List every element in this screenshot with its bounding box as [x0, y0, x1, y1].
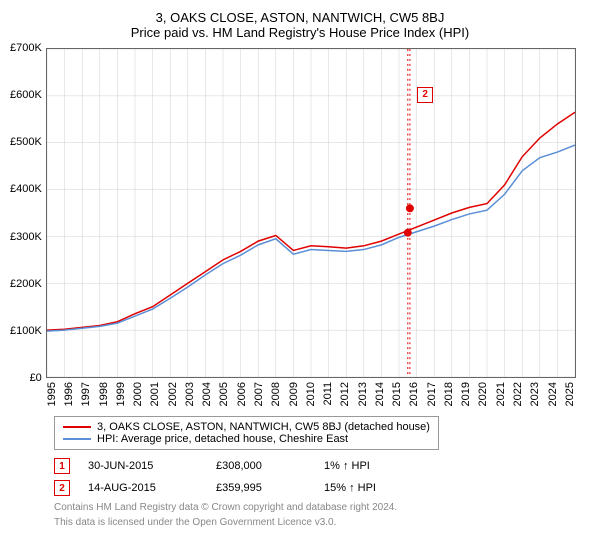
x-tick: 1998 [98, 382, 110, 406]
x-tick: 2012 [339, 382, 351, 406]
x-tick: 1997 [80, 382, 92, 406]
x-tick: 2022 [512, 382, 524, 406]
x-tick: 2018 [443, 382, 455, 406]
footer-line-1: Contains HM Land Registry data © Crown c… [54, 502, 590, 513]
x-tick: 2024 [547, 382, 559, 406]
legend-label: 3, OAKS CLOSE, ASTON, NANTWICH, CW5 8BJ … [97, 421, 430, 433]
x-tick: 1995 [46, 382, 58, 406]
chart-subtitle: Price paid vs. HM Land Registry's House … [10, 25, 590, 40]
sale-price: £308,000 [216, 460, 306, 472]
sales-table: 1 30-JUN-2015 £308,000 1% ↑ HPI 2 14-AUG-2015… [54, 458, 590, 496]
sale-row: 1 30-JUN-2015 £308,000 1% ↑ HPI [54, 458, 590, 474]
x-tick: 2023 [529, 382, 541, 406]
x-tick: 2001 [149, 382, 161, 406]
chart-area: £700K£600K£500K£400K£300K£200K£100K£0 2 … [10, 48, 590, 406]
x-tick: 2003 [184, 382, 196, 406]
sale-row: 2 14-AUG-2015 £359,995 15% ↑ HPI [54, 480, 590, 496]
x-tick: 2000 [132, 382, 144, 406]
x-tick: 2006 [236, 382, 248, 406]
footer-line-2: This data is licensed under the Open Gov… [54, 517, 590, 528]
x-tick: 2008 [270, 382, 282, 406]
x-tick: 2002 [167, 382, 179, 406]
sale-date: 14-AUG-2015 [88, 482, 198, 494]
sale-marker-icon: 1 [54, 458, 70, 474]
x-tick: 1999 [115, 382, 127, 406]
legend-swatch [63, 426, 91, 428]
x-tick: 2013 [357, 382, 369, 406]
sale-pct: 15% ↑ HPI [324, 482, 414, 494]
legend-box: 3, OAKS CLOSE, ASTON, NANTWICH, CW5 8BJ … [54, 416, 439, 450]
x-tick: 2025 [564, 382, 576, 406]
x-axis: 1995 1996 1997 1998 1999 2000 2001 2002 2003 2004… [46, 382, 576, 406]
legend-item: HPI: Average price, detached house, Ches… [63, 433, 430, 445]
x-tick: 2005 [218, 382, 230, 406]
legend-item: 3, OAKS CLOSE, ASTON, NANTWICH, CW5 8BJ … [63, 421, 430, 433]
x-tick: 2010 [305, 382, 317, 406]
sale-price: £359,995 [216, 482, 306, 494]
x-tick: 2014 [374, 382, 386, 406]
legend-swatch [63, 438, 91, 440]
plot-region: 2 [46, 48, 576, 378]
sale-marker-icon: 2 [54, 480, 70, 496]
x-tick: 2009 [288, 382, 300, 406]
x-tick: 1996 [63, 382, 75, 406]
x-tick: 2011 [322, 382, 334, 406]
sale-pct: 1% ↑ HPI [324, 460, 414, 472]
x-tick: 2020 [477, 382, 489, 406]
x-tick: 2015 [391, 382, 403, 406]
x-tick: 2016 [408, 382, 420, 406]
legend-label: HPI: Average price, detached house, Ches… [97, 433, 348, 445]
chart-title: 3, OAKS CLOSE, ASTON, NANTWICH, CW5 8BJ [10, 10, 590, 25]
x-tick: 2021 [495, 382, 507, 406]
x-tick: 2004 [201, 382, 213, 406]
marker-label: 2 [417, 87, 433, 103]
x-tick: 2019 [460, 382, 472, 406]
x-tick: 2017 [426, 382, 438, 406]
sale-date: 30-JUN-2015 [88, 460, 198, 472]
y-axis: £700K£600K£500K£400K£300K£200K£100K£0 [10, 48, 46, 378]
x-tick: 2007 [253, 382, 265, 406]
